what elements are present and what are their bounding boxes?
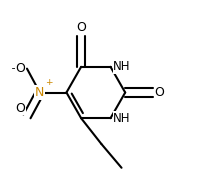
Text: O: O xyxy=(76,21,86,34)
Text: O: O xyxy=(155,86,164,99)
Text: NH: NH xyxy=(113,112,131,125)
Text: −: − xyxy=(11,64,20,74)
Text: N: N xyxy=(35,86,45,99)
Text: NH: NH xyxy=(113,60,131,73)
Text: O: O xyxy=(15,62,25,75)
Text: +: + xyxy=(45,78,53,87)
Text: O: O xyxy=(15,102,25,115)
